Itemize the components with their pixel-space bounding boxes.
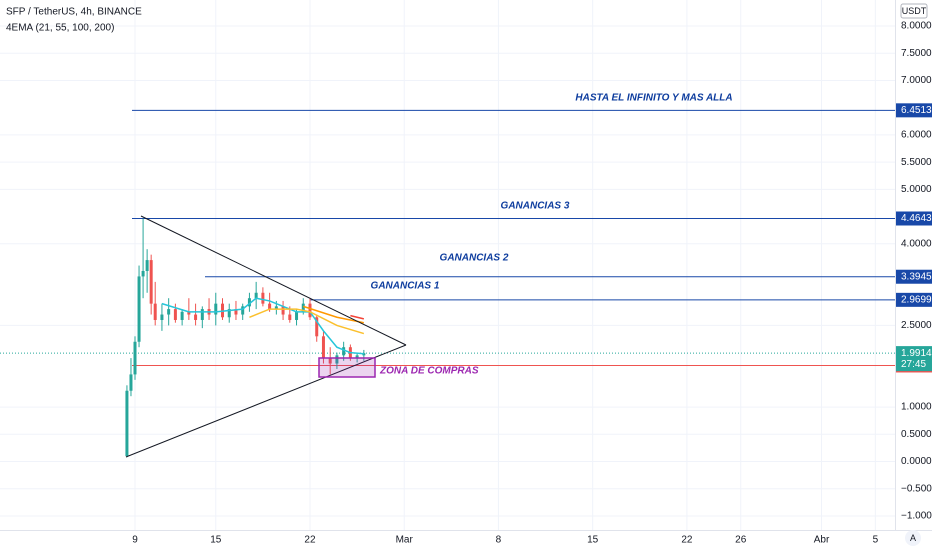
price-label-box: [896, 346, 932, 372]
candle-body: [145, 260, 149, 271]
level-annotation: GANANCIAS 2: [440, 253, 509, 264]
candle-body: [335, 355, 339, 364]
candle-body: [254, 292, 258, 299]
chart-title: SFP / TetherUS, 4h, BINANCE: [6, 7, 142, 18]
level-annotation: GANANCIAS 1: [371, 281, 440, 292]
price-label: 2.9699: [901, 294, 932, 305]
ema-line: [350, 314, 365, 320]
ema-line: [249, 308, 365, 335]
candle-body: [129, 374, 133, 391]
triangle-upper: [140, 215, 407, 346]
candle-body: [308, 303, 312, 318]
candle-body: [295, 311, 299, 320]
price-label-box: [896, 292, 932, 307]
y-tick-label: 5.5000: [901, 157, 932, 168]
price-label: 4.4643: [901, 213, 932, 224]
y-tick-label: 4.0000: [901, 238, 932, 249]
candle-body: [342, 347, 346, 356]
y-tick-label: 7.0000: [901, 75, 932, 86]
candle-body: [173, 309, 177, 320]
x-tick-label: 5: [873, 535, 879, 546]
candle-body: [301, 303, 305, 312]
candle-body: [274, 306, 278, 310]
price-label: 1.9914: [901, 348, 932, 359]
candle-body: [355, 355, 359, 359]
candle-body: [362, 353, 366, 356]
y-tick-label: −0.5000: [901, 483, 932, 494]
auto-scale-label[interactable]: A: [910, 533, 916, 543]
candle-body: [137, 276, 141, 342]
candle-body: [167, 309, 171, 315]
candle-body: [315, 317, 319, 337]
y-tick-label: 0.5000: [901, 429, 932, 440]
ema-line: [161, 297, 364, 355]
level-annotation: GANANCIAS 3: [501, 201, 570, 212]
x-tick-label: Abr: [814, 535, 830, 546]
candle-body: [133, 341, 137, 375]
price-label-box: [896, 103, 932, 118]
candle-body: [261, 292, 265, 304]
price-label-box: [896, 211, 932, 226]
y-tick-label: 8.0000: [901, 21, 932, 32]
candle-body: [281, 306, 285, 315]
triangle-lower: [125, 344, 407, 458]
y-tick-label: −1.0000: [901, 511, 932, 522]
buy-zone-box: [318, 357, 376, 378]
price-label-box: [896, 269, 932, 284]
candle-body: [247, 298, 251, 307]
ema-line: [303, 305, 364, 324]
candle-body: [227, 309, 231, 318]
x-tick-label: 15: [210, 535, 222, 546]
level-annotation: HASTA EL INFINITO Y MAS ALLA: [575, 93, 732, 104]
candle-body: [268, 303, 272, 310]
candle-body: [328, 358, 332, 364]
y-tick-label: 1.0000: [901, 402, 932, 413]
candle-body: [141, 270, 145, 277]
y-tick-label: 7.5000: [901, 48, 932, 59]
x-tick-label: Mar: [396, 535, 414, 546]
y-tick-label: 0.0000: [901, 456, 932, 467]
currency-box[interactable]: [900, 3, 928, 19]
price-label: 3.3945: [901, 271, 932, 282]
candle-body: [234, 309, 238, 315]
x-tick-label: 26: [735, 535, 747, 546]
auto-scale-button[interactable]: [905, 530, 921, 546]
candle-body: [125, 390, 129, 457]
candle-body: [180, 311, 184, 320]
x-tick-label: 22: [304, 535, 316, 546]
candle-body: [200, 309, 204, 320]
candle-body: [187, 311, 191, 315]
y-tick-label: 6.0000: [901, 130, 932, 141]
x-tick-label: 22: [681, 535, 693, 546]
y-tick-label: 5.0000: [901, 184, 932, 195]
y-tick-label: 2.5000: [901, 320, 932, 331]
candle-body: [241, 306, 245, 315]
currency[interactable]: USDT: [902, 6, 927, 16]
x-tick-label: 8: [496, 535, 502, 546]
x-tick-label: 15: [587, 535, 599, 546]
candle-body: [214, 303, 218, 315]
candle-body: [194, 314, 198, 320]
candle-body: [153, 303, 157, 320]
zone-annotation: ZONA DE COMPRAS: [379, 366, 479, 377]
indicator-legend: 4EMA (21, 55, 100, 200): [6, 23, 114, 34]
price-label: 6.4513: [901, 105, 932, 116]
candle-body: [321, 336, 325, 359]
x-tick-label: 9: [132, 535, 138, 546]
candle-body: [288, 314, 292, 320]
countdown: 27:45: [901, 359, 926, 370]
candle-body: [160, 314, 164, 320]
candle-body: [149, 260, 153, 304]
